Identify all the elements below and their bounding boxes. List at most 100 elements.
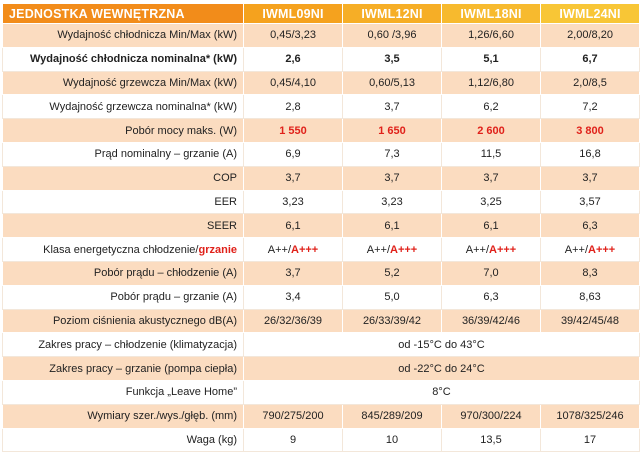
cell-value: 6,1 bbox=[342, 213, 442, 239]
row-label: Wydajność chłodnicza Min/Max (kW) bbox=[2, 23, 244, 48]
cell-value: 9 bbox=[243, 427, 343, 452]
row-label: Poziom ciśnienia akustycznego dB(A) bbox=[2, 308, 244, 334]
cell-value: 8,63 bbox=[540, 284, 640, 310]
table-row: COP 3,7 3,7 3,7 3,7 bbox=[2, 165, 640, 191]
cell-value: 0,45/4,10 bbox=[243, 70, 343, 96]
cell-value: A++/A+++ bbox=[342, 237, 442, 262]
table-row: Pobór mocy maks. (W) 1 550 1 650 2 600 3… bbox=[2, 118, 640, 143]
cell-value: 7,0 bbox=[441, 260, 541, 286]
energy-class-heating: A+++ bbox=[588, 243, 616, 256]
energy-class-heating: A+++ bbox=[291, 243, 319, 256]
cell-value: 6,1 bbox=[243, 213, 343, 239]
cell-value: 0,45/3,23 bbox=[243, 23, 343, 48]
table-row: Zakres pracy – grzanie (pompa ciepła) od… bbox=[2, 356, 640, 381]
cell-value: 5,0 bbox=[342, 284, 442, 310]
row-label: Zakres pracy – grzanie (pompa ciepła) bbox=[2, 356, 244, 381]
table-row: EER 3,23 3,23 3,25 3,57 bbox=[2, 189, 640, 215]
cell-value: 2,0/8,5 bbox=[540, 70, 640, 96]
cell-value: 10 bbox=[342, 427, 442, 452]
energy-class-cooling: A++/ bbox=[267, 243, 292, 256]
cell-value: 2,8 bbox=[243, 94, 343, 120]
cell-value: 3,7 bbox=[441, 165, 541, 191]
table-row: SEER 6,1 6,1 6,1 6,3 bbox=[2, 213, 640, 239]
row-label: Wydajność grzewcza Min/Max (kW) bbox=[2, 70, 244, 96]
cell-value: 11,5 bbox=[441, 141, 541, 167]
spec-table-container: JEDNOSTKA WEWNĘTRZNA IWML09NI IWML12NI I… bbox=[2, 3, 640, 452]
table-row: Pobór prądu – grzanie (A) 3,4 5,0 6,3 8,… bbox=[2, 284, 640, 310]
cell-value: 7,2 bbox=[540, 94, 640, 120]
merged-value: od -15°C do 43°C bbox=[243, 332, 640, 358]
table-row: Klasa energetyczna chłodzenie/grzanie A+… bbox=[2, 237, 640, 262]
energy-class-cooling: A++/ bbox=[564, 243, 589, 256]
table-row: Pobór prądu – chłodzenie (A) 3,7 5,2 7,0… bbox=[2, 260, 640, 286]
row-label: Klasa energetyczna chłodzenie/grzanie bbox=[2, 237, 244, 262]
cell-value: 1 550 bbox=[243, 118, 343, 143]
energy-class-cooling: A++/ bbox=[366, 243, 391, 256]
cell-value: 3,5 bbox=[342, 46, 442, 72]
table-row: Wydajność grzewcza Min/Max (kW) 0,45/4,1… bbox=[2, 70, 640, 96]
cell-value: 5,1 bbox=[441, 46, 541, 72]
cell-value: 3,57 bbox=[540, 189, 640, 215]
cell-value: 1078/325/246 bbox=[540, 403, 640, 429]
energy-class-cooling: A++/ bbox=[465, 243, 490, 256]
cell-value: 5,2 bbox=[342, 260, 442, 286]
row-label-highlight: grzanie bbox=[198, 243, 237, 256]
row-label: Waga (kg) bbox=[2, 427, 244, 452]
cell-value: 3,7 bbox=[342, 165, 442, 191]
cell-value: 7,3 bbox=[342, 141, 442, 167]
cell-value: 6,1 bbox=[441, 213, 541, 239]
cell-value: 2 600 bbox=[441, 118, 541, 143]
cell-value: 26/33/39/42 bbox=[342, 308, 442, 334]
cell-value: 3 800 bbox=[540, 118, 640, 143]
cell-value: 845/289/209 bbox=[342, 403, 442, 429]
cell-value: 3,25 bbox=[441, 189, 541, 215]
row-label: Wydajność grzewcza nominalna* (kW) bbox=[2, 94, 244, 120]
table-row: Prąd nominalny – grzanie (A) 6,9 7,3 11,… bbox=[2, 141, 640, 167]
cell-value: 6,2 bbox=[441, 94, 541, 120]
cell-value: 1,12/6,80 bbox=[441, 70, 541, 96]
cell-value: 3,7 bbox=[243, 260, 343, 286]
cell-value: 2,00/8,20 bbox=[540, 23, 640, 48]
energy-class-heating: A+++ bbox=[489, 243, 517, 256]
table-header-row: JEDNOSTKA WEWNĘTRZNA IWML09NI IWML12NI I… bbox=[2, 3, 640, 24]
row-label: Pobór prądu – grzanie (A) bbox=[2, 284, 244, 310]
cell-value: 1,26/6,60 bbox=[441, 23, 541, 48]
table-row: Wymiary szer./wys./głęb. (mm) 790/275/20… bbox=[2, 403, 640, 429]
row-label: SEER bbox=[2, 213, 244, 239]
cell-value: A++/A+++ bbox=[243, 237, 343, 262]
merged-value: od -22°C do 24°C bbox=[243, 356, 640, 381]
cell-value: A++/A+++ bbox=[540, 237, 640, 262]
cell-value: 6,3 bbox=[441, 284, 541, 310]
cell-value: 0,60/5,13 bbox=[342, 70, 442, 96]
row-label: Prąd nominalny – grzanie (A) bbox=[2, 141, 244, 167]
cell-value: 39/42/45/48 bbox=[540, 308, 640, 334]
cell-value: 6,3 bbox=[540, 213, 640, 239]
cell-value: 26/32/36/39 bbox=[243, 308, 343, 334]
cell-value: 3,7 bbox=[342, 94, 442, 120]
table-row: Poziom ciśnienia akustycznego dB(A) 26/3… bbox=[2, 308, 640, 334]
cell-value: 3,23 bbox=[342, 189, 442, 215]
table-row: Wydajność chłodnicza nominalna* (kW) 2,6… bbox=[2, 46, 640, 72]
spec-table: JEDNOSTKA WEWNĘTRZNA IWML09NI IWML12NI I… bbox=[2, 3, 640, 452]
cell-value: 6,9 bbox=[243, 141, 343, 167]
row-label: Wymiary szer./wys./głęb. (mm) bbox=[2, 403, 244, 429]
header-unit-type: JEDNOSTKA WEWNĘTRZNA bbox=[2, 3, 244, 24]
cell-value: 790/275/200 bbox=[243, 403, 343, 429]
cell-value: 36/39/42/46 bbox=[441, 308, 541, 334]
cell-value: 13,5 bbox=[441, 427, 541, 452]
row-label: Wydajność chłodnicza nominalna* (kW) bbox=[2, 46, 244, 72]
table-row: Funkcja „Leave Home” 8°C bbox=[2, 379, 640, 405]
energy-class-heating: A+++ bbox=[390, 243, 418, 256]
row-label: Funkcja „Leave Home” bbox=[2, 379, 244, 405]
cell-value: 16,8 bbox=[540, 141, 640, 167]
cell-value: 0,60 /3,96 bbox=[342, 23, 442, 48]
cell-value: 1 650 bbox=[342, 118, 442, 143]
cell-value: 6,7 bbox=[540, 46, 640, 72]
cell-value: 3,23 bbox=[243, 189, 343, 215]
cell-value: 8,3 bbox=[540, 260, 640, 286]
row-label: EER bbox=[2, 189, 244, 215]
table-row: Waga (kg) 9 10 13,5 17 bbox=[2, 427, 640, 452]
cell-value: 3,7 bbox=[540, 165, 640, 191]
cell-value: 3,4 bbox=[243, 284, 343, 310]
header-model-iwml18ni: IWML18NI bbox=[441, 3, 541, 24]
